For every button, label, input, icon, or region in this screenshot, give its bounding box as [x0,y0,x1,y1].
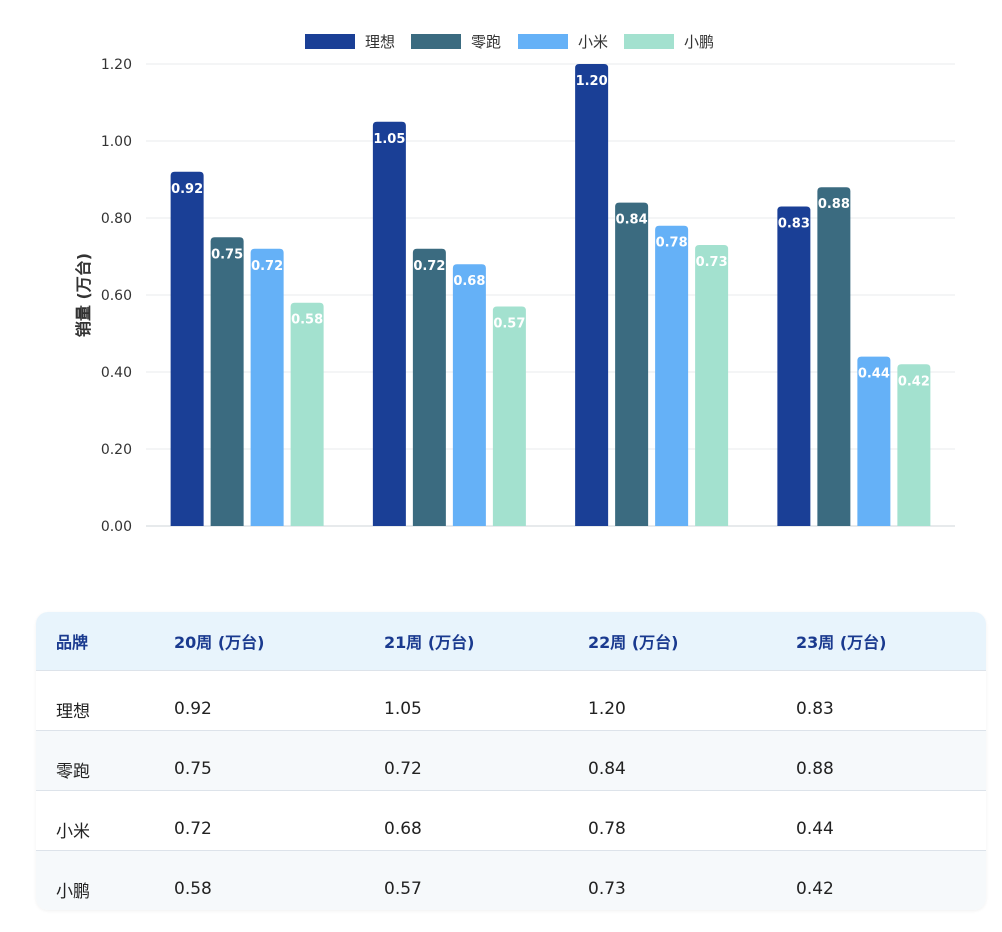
cell-brand: 零跑 [36,730,154,791]
y-tick-label: 0.00 [101,519,132,535]
cell-value: 0.72 [154,790,364,851]
bar-value-label: 0.75 [211,247,243,262]
bar-value-label: 0.83 [778,216,810,231]
cell-value: 0.83 [776,670,986,731]
bar-value-label: 0.42 [898,374,930,389]
chart-area: 0.00 0.20 0.40 0.60 0.80 1.00 1.20 销量 (万台) 理想 零跑 小… [74,33,955,535]
header-week-21: 21周 (万台) [364,612,568,671]
bar [170,171,204,527]
table-row: 理想 0.92 1.05 1.20 0.83 [36,670,986,731]
cell-value: 1.05 [364,670,568,731]
cell-brand: 小鹏 [36,850,154,910]
bar [695,244,729,526]
legend-label: 零跑 [471,33,501,51]
cell-value: 0.72 [364,730,568,791]
y-axis-label: 销量 (万台) [74,253,93,337]
table-row: 小鹏 0.58 0.57 0.73 0.42 [36,850,986,910]
bar [575,64,609,526]
cell-brand: 小米 [36,790,154,851]
bar [290,302,324,526]
bar-value-label: 0.88 [818,197,850,212]
bar-value-label: 1.20 [576,74,608,89]
bar-value-label: 1.05 [373,132,405,147]
bar [210,237,244,526]
bar-value-label: 0.78 [656,236,688,251]
bar-value-label: 0.58 [291,313,323,328]
bar-value-label: 0.92 [171,182,203,197]
bar [250,248,284,527]
bar [412,248,446,527]
bar [492,306,526,526]
cell-value: 0.84 [568,730,776,791]
bar [372,121,406,526]
y-tick-label: 1.20 [101,57,132,73]
cell-brand: 理想 [36,670,154,731]
bar-value-label: 0.57 [493,317,525,332]
cell-value: 0.44 [776,790,986,851]
table-row: 小米 0.72 0.68 0.78 0.44 [36,790,986,851]
bar [452,264,486,526]
legend-swatch [518,34,568,49]
bar-value-label: 0.72 [251,259,283,274]
y-tick-label: 0.20 [101,442,132,458]
legend-label: 理想 [365,33,395,51]
y-tick-label: 1.00 [101,134,132,150]
table-header-row: 品牌 20周 (万台) 21周 (万台) 22周 (万台) 23周 (万台) [36,612,986,671]
bar [857,356,891,526]
bar-value-label: 0.84 [616,213,648,228]
cell-value: 0.73 [568,850,776,910]
y-tick-label: 0.80 [101,211,132,227]
y-tick-label: 0.40 [101,365,132,381]
bar [817,187,851,526]
cell-value: 0.78 [568,790,776,851]
bar-value-label: 0.73 [696,255,728,270]
header-brand: 品牌 [36,612,154,671]
legend-swatch [624,34,674,49]
data-table-container: 品牌 20周 (万台) 21周 (万台) 22周 (万台) 23周 (万台) 理… [36,612,986,910]
bar-value-label: 0.72 [413,259,445,274]
bar-value-label: 0.68 [453,274,485,289]
legend-swatch [411,34,461,49]
cell-value: 0.68 [364,790,568,851]
sales-table: 品牌 20周 (万台) 21周 (万台) 22周 (万台) 23周 (万台) 理… [36,612,986,910]
legend-label: 小鹏 [684,33,714,51]
header-week-23: 23周 (万台) [776,612,986,671]
bar [777,206,811,526]
legend-label: 小米 [578,33,608,51]
header-week-22: 22周 (万台) [568,612,776,671]
bar [615,202,649,526]
cell-value: 0.57 [364,850,568,910]
cell-value: 0.42 [776,850,986,910]
cell-value: 0.58 [154,850,364,910]
bar-value-label: 0.44 [858,367,890,382]
bar [655,225,689,526]
cell-value: 0.88 [776,730,986,791]
cell-value: 0.75 [154,730,364,791]
header-week-20: 20周 (万台) [154,612,364,671]
bar [897,364,931,526]
cell-value: 1.20 [568,670,776,731]
legend-swatch [305,34,355,49]
table-row: 零跑 0.75 0.72 0.84 0.88 [36,730,986,791]
bar-chart: 0.00 0.20 0.40 0.60 0.80 1.00 1.20 销量 (万台) 理想 零跑 小… [74,33,955,535]
cell-value: 0.92 [154,670,364,731]
y-tick-label: 0.60 [101,288,132,304]
